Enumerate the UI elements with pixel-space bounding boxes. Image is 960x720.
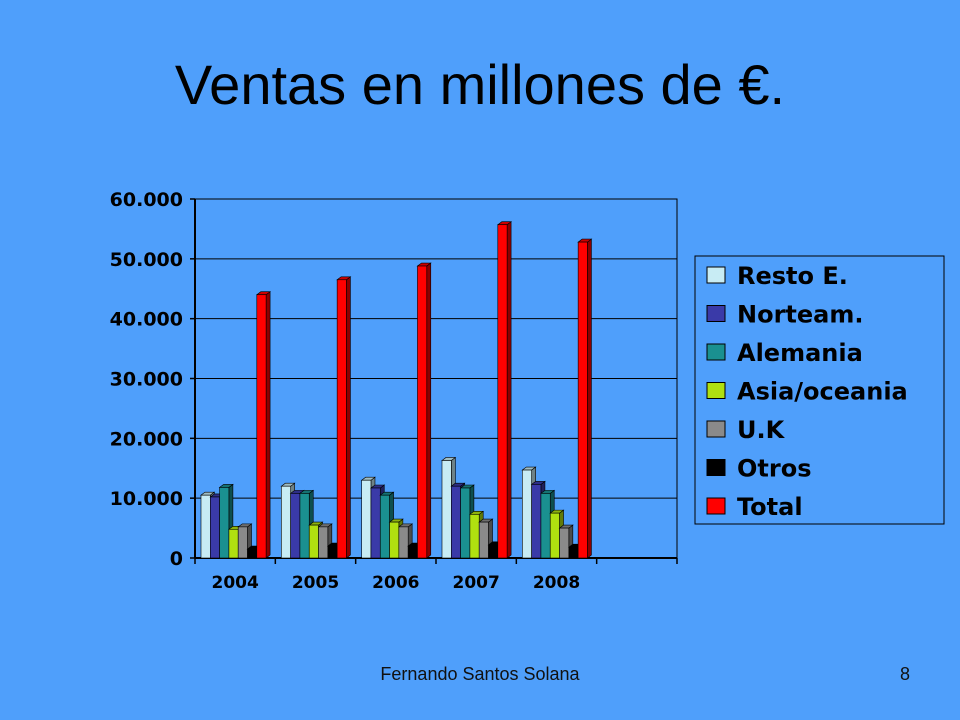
bar-front: [488, 544, 499, 559]
legend-swatch: [706, 266, 726, 284]
bar-front: [469, 514, 480, 559]
bar-front: [389, 521, 400, 559]
legend-item: Total: [706, 493, 803, 521]
bar-front: [379, 494, 390, 559]
bar-front: [450, 485, 461, 559]
y-tick-label: 10.000: [110, 488, 183, 510]
bar: [255, 291, 272, 559]
legend: Resto E. Norteam. Alemania Asia/oceania U.K O…: [694, 255, 945, 525]
y-tick-label: 50.000: [110, 249, 183, 271]
bar-front: [478, 521, 489, 559]
x-tick-label: 2007: [453, 573, 500, 593]
bar-front: [441, 460, 452, 559]
legend-item: Otros: [706, 455, 811, 483]
bar-front: [281, 485, 291, 559]
bar-front: [237, 526, 248, 559]
bar-front: [290, 493, 301, 559]
bar-side: [346, 276, 351, 559]
bar-side: [587, 238, 592, 559]
legend-item: Resto E.: [706, 262, 848, 290]
legend-item: Norteam.: [706, 301, 863, 329]
bar-front: [299, 493, 310, 559]
legend-swatch: [706, 382, 726, 399]
bar-front: [540, 493, 551, 559]
y-tick-label: 40.000: [110, 309, 183, 331]
bar: [496, 221, 513, 559]
bar-front: [361, 479, 372, 559]
bar-front: [370, 487, 381, 559]
legend-label: Norteam.: [737, 301, 863, 329]
y-tick-label: 60.000: [110, 189, 183, 211]
legend-swatch: [706, 343, 726, 361]
bar-front: [200, 494, 211, 559]
footer-author: Fernando Santos Solana: [380, 664, 580, 684]
bar-front: [577, 241, 588, 559]
x-tick-label: 2005: [292, 573, 339, 593]
slide-number: 8: [899, 664, 910, 684]
legend-label: Total: [737, 493, 803, 521]
legend-label: Asia/oceania: [737, 378, 908, 406]
legend-item: Asia/oceania: [706, 378, 908, 406]
bar-front: [549, 512, 560, 559]
chart-axes: 0 10.000 20.000 30.000 40.000 50.000 60.000 200…: [110, 189, 678, 593]
bar-front: [327, 545, 338, 559]
bar-front: [460, 487, 471, 559]
bar-front: [247, 548, 258, 559]
legend-label: Resto E.: [737, 262, 848, 290]
legend-swatch: [706, 305, 726, 322]
bar-front: [522, 469, 532, 559]
bar-front: [497, 224, 508, 559]
bar-side: [426, 262, 432, 559]
bar-front: [318, 526, 329, 559]
bar-front: [308, 524, 319, 559]
bar-front: [219, 487, 230, 559]
legend-swatch: [706, 459, 726, 476]
bar-front: [336, 279, 347, 559]
bar: [336, 276, 352, 559]
y-tick-label: 20.000: [110, 428, 183, 450]
bar-side: [506, 221, 512, 559]
legend-box: [694, 255, 945, 525]
legend-item: U.K: [706, 416, 786, 444]
x-tick-label: 2004: [212, 573, 259, 593]
bars: [200, 221, 593, 559]
legend-label: U.K: [737, 416, 786, 444]
slide-title: Ventas en millones de €.: [174, 53, 786, 116]
legend-swatch: [706, 420, 726, 438]
legend-label: Otros: [737, 455, 811, 483]
bar-front: [531, 484, 542, 559]
bar-front: [210, 496, 220, 559]
y-tick-label: 0: [170, 548, 183, 570]
bar-front: [256, 294, 267, 559]
x-tick-label: 2008: [533, 573, 580, 593]
bar-front: [228, 528, 239, 559]
x-tick-label: 2006: [372, 573, 419, 593]
y-tick-label: 30.000: [110, 369, 183, 391]
bar-front: [559, 527, 570, 559]
bar-side: [265, 291, 271, 559]
legend-swatch: [706, 497, 726, 515]
bar-front: [417, 265, 428, 559]
bar: [416, 262, 432, 559]
legend-item: Alemania: [706, 339, 863, 367]
bar-front: [398, 526, 409, 559]
bar-front: [407, 545, 418, 559]
bar: [577, 238, 593, 559]
legend-label: Alemania: [737, 339, 863, 367]
bar-front: [568, 546, 579, 559]
